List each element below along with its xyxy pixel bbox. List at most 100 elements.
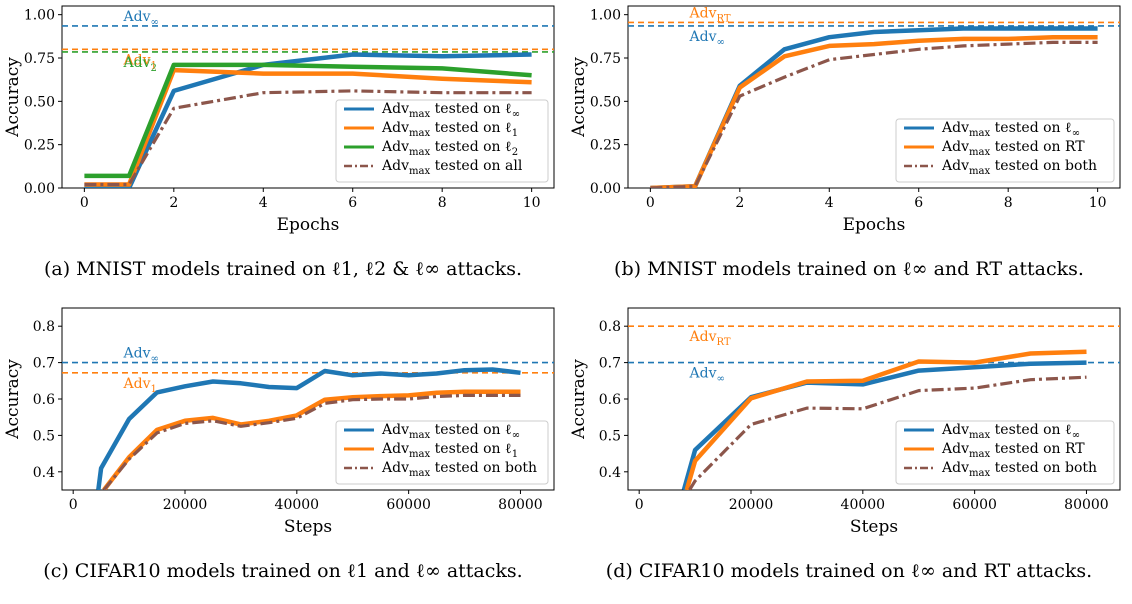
y-tick-label: 1.00	[24, 8, 55, 24]
series-line	[688, 375, 1087, 490]
chart-d: 0 20000 40000 60000 80000 0.4 0.5 0.6 0.7 0.8 Step…	[569, 307, 1121, 537]
x-tick-label: 80000	[498, 497, 543, 513]
x-tick-label: 80000	[1064, 497, 1109, 513]
x-tick-label: 40000	[275, 497, 320, 513]
legend	[335, 99, 549, 183]
y-axis-label: Accuracy	[3, 359, 23, 440]
panel-c: 0 20000 40000 60000 80000 0.4 0.5 0.6 0.7 0.8 Step…	[0, 302, 566, 604]
y-axis-label: Accuracy	[3, 57, 23, 138]
legend-label: Advmax tested on RT	[941, 441, 1085, 460]
x-tick-label: 0	[69, 497, 78, 513]
y-axis-label: Accuracy	[569, 359, 589, 440]
y-tick-label: 0.4	[599, 465, 621, 481]
x-tick-label: 8	[1004, 195, 1013, 211]
caption-b: (b) MNIST models trained on ℓ∞ and RT at…	[614, 258, 1084, 280]
series-line	[84, 89, 532, 187]
x-axis-label: Steps	[284, 517, 332, 537]
series-line	[96, 367, 521, 490]
y-tick-label: 1.00	[590, 8, 621, 24]
plot-area	[628, 325, 1120, 490]
legend-label: Advmax tested on both	[381, 460, 537, 479]
legend-label: Advmax tested on ℓ∞	[381, 101, 520, 120]
legend-label: Advmax tested on ℓ∞	[941, 120, 1080, 139]
x-axis-label: Steps	[850, 517, 898, 537]
legend-label: Advmax tested on ℓ2	[381, 139, 518, 158]
y-tick-label: 0.25	[590, 138, 621, 154]
legend-label: Advmax tested on both	[941, 158, 1097, 177]
y-tick-label: 0.8	[33, 319, 55, 335]
reference-line-label: Adv∞	[689, 29, 725, 48]
legend-label: Advmax tested on ℓ∞	[381, 422, 520, 441]
legend-label: Advmax tested on RT	[941, 139, 1085, 158]
y-tick-label: 0.8	[599, 319, 621, 335]
plot-area	[628, 21, 1120, 188]
x-axis-label: Epochs	[843, 215, 906, 235]
x-tick-label: 6	[348, 195, 357, 211]
series-line	[684, 349, 1087, 490]
reference-line-label: Adv1	[123, 376, 157, 395]
y-tick-label: 0.00	[24, 181, 55, 197]
x-axis-label: Epochs	[277, 215, 340, 235]
plot-frame	[627, 5, 1121, 189]
x-tick-label: 6	[914, 195, 923, 211]
reference-line-label: Adv2	[123, 55, 157, 74]
x-tick-label: 4	[259, 195, 268, 211]
reference-line-label: Adv1	[123, 52, 157, 71]
y-tick-label: 0.7	[599, 356, 621, 372]
legend-label: Advmax tested on all	[381, 158, 523, 177]
x-tick-label: 40000	[841, 497, 886, 513]
panel-a: 0 2 4 6 8 10 0.00 0.25 0.50 0.75 1.00 Epochs Accurac…	[0, 0, 566, 302]
plot-area	[62, 25, 554, 188]
y-tick-label: 0.75	[24, 51, 55, 67]
legend-label: Advmax tested on ℓ1	[381, 120, 518, 139]
caption-c: (c) CIFAR10 models trained on ℓ1 and ℓ∞ …	[43, 560, 523, 582]
y-tick-label: 0.5	[599, 428, 621, 444]
x-tick-label: 10	[1089, 195, 1107, 211]
chart-a: 0 2 4 6 8 10 0.00 0.25 0.50 0.75 1.00 Epochs Accurac…	[3, 5, 555, 235]
series-line	[102, 389, 521, 490]
reference-line-label: Adv∞	[123, 9, 159, 28]
series-line	[650, 34, 1098, 188]
y-tick-label: 0.50	[590, 94, 621, 110]
series-line	[84, 62, 532, 179]
reference-line-label: AdvRT	[689, 5, 731, 24]
x-tick-label: 20000	[729, 497, 774, 513]
x-tick-label: 60000	[952, 497, 997, 513]
legend-label: Advmax tested on ℓ1	[381, 441, 518, 460]
x-tick-label: 2	[735, 195, 744, 211]
x-tick-label: 0	[635, 497, 644, 513]
series-line	[681, 360, 1087, 490]
caption-a: (a) MNIST models trained on ℓ1, ℓ2 & ℓ∞ …	[43, 258, 523, 280]
legend	[895, 420, 1115, 485]
caption-d: (d) CIFAR10 models trained on ℓ∞ and RT …	[605, 560, 1093, 582]
y-axis-label: Accuracy	[569, 57, 589, 138]
panel-b: 0 2 4 6 8 10 0.00 0.25 0.50 0.75 1.00 Epochs Accurac…	[566, 0, 1132, 302]
x-tick-label: 4	[825, 195, 834, 211]
y-tick-label: 0.6	[599, 392, 621, 408]
x-tick-label: 10	[523, 195, 541, 211]
series-line	[650, 40, 1098, 188]
y-tick-label: 0.25	[24, 138, 55, 154]
x-tick-label: 2	[169, 195, 178, 211]
chart-b: 0 2 4 6 8 10 0.00 0.25 0.50 0.75 1.00 Epochs Accurac…	[569, 5, 1121, 235]
reference-line-label: AdvRT	[689, 329, 731, 348]
series-line	[102, 393, 521, 490]
panel-d: 0 20000 40000 60000 80000 0.4 0.5 0.6 0.7 0.8 Step…	[566, 302, 1132, 604]
y-tick-label: 0.75	[590, 51, 621, 67]
legend-label: Advmax tested on ℓ∞	[941, 422, 1080, 441]
y-tick-label: 0.4	[33, 465, 55, 481]
y-tick-label: 0.7	[33, 356, 55, 372]
reference-line-label: Adv∞	[689, 366, 725, 385]
x-tick-label: 8	[438, 195, 447, 211]
x-tick-label: 20000	[163, 497, 208, 513]
y-tick-label: 0.5	[33, 428, 55, 444]
reference-line-label: Adv∞	[123, 346, 159, 365]
x-tick-label: 60000	[386, 497, 431, 513]
x-tick-label: 0	[80, 195, 89, 211]
y-tick-label: 0.6	[33, 392, 55, 408]
legend	[335, 420, 549, 485]
legend-label: Advmax tested on both	[941, 460, 1097, 479]
x-tick-label: 0	[646, 195, 655, 211]
plot-frame	[61, 5, 555, 189]
y-tick-label: 0.00	[590, 181, 621, 197]
